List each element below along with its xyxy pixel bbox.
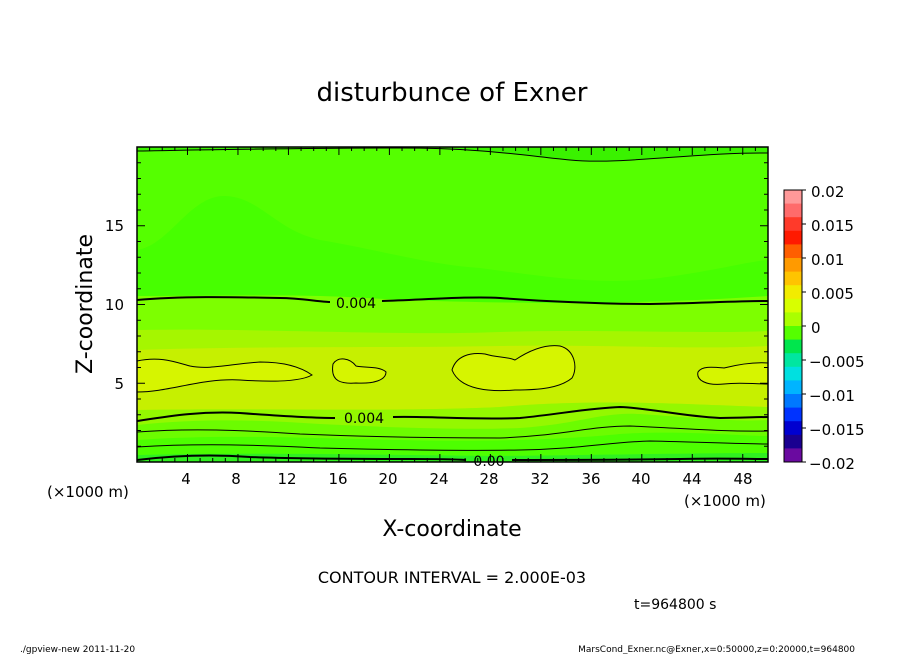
- x-tick-label: 36: [581, 470, 600, 488]
- footer-right: MarsCond_Exner.nc@Exner,x=0:50000,z=0:20…: [578, 645, 855, 654]
- colorbar-label: 0.005: [811, 285, 854, 303]
- colorbar-segment: [784, 339, 802, 354]
- colorbar-segment: [784, 421, 802, 436]
- colorbar-label: 0: [811, 319, 821, 337]
- colorbar-segment: [784, 230, 802, 245]
- blob-left: [136, 358, 313, 393]
- contour-interval-text: CONTOUR INTERVAL = 2.000E-03: [318, 568, 586, 587]
- x-tick-label: 32: [530, 470, 549, 488]
- colorbar-segment: [784, 326, 802, 341]
- contour-top: [136, 147, 769, 162]
- axis-ticks: [137, 147, 768, 462]
- colorbar-labels: 0.02 0.015 0.01 0.005 0 −0.005 −0.01 −0.…: [809, 183, 865, 473]
- colorbar-segment: [784, 203, 802, 218]
- colorbar-label: −0.02: [809, 455, 855, 473]
- colorbar-segment: [784, 217, 802, 232]
- x-tick-label: 20: [378, 470, 397, 488]
- contour-upper-0.004: [136, 296, 769, 306]
- x-tick-label: 24: [429, 470, 448, 488]
- colorbar-label: −0.015: [809, 421, 865, 439]
- blob-center: [451, 345, 576, 392]
- colorbar-label: −0.01: [809, 387, 855, 405]
- y-tick-labels: 5 10 15: [105, 217, 124, 393]
- colorbar-segment: [784, 298, 802, 313]
- plot-area: 0.004 0.004 0.00: [136, 146, 769, 470]
- x-tick-label: 48: [733, 470, 752, 488]
- contour-label-lower: 0.004: [344, 411, 384, 427]
- colorbar-segment: [784, 448, 802, 463]
- time-text: t=964800 s: [634, 597, 716, 613]
- y-axis-title: Z-coordinate: [73, 234, 98, 374]
- colorbar-segment: [784, 312, 802, 327]
- x-tick-label: 40: [631, 470, 650, 488]
- x-tick-label: 28: [479, 470, 498, 488]
- x-unit-label: (×1000 m): [684, 492, 766, 510]
- x-tick-label: 8: [231, 470, 241, 488]
- x-tick-label: 4: [181, 470, 191, 488]
- colorbar-segment: [784, 407, 802, 422]
- colorbar-segment: [784, 244, 802, 259]
- x-tick-label: 16: [328, 470, 347, 488]
- band-top: [137, 147, 768, 162]
- colorbar: [783, 189, 806, 463]
- colorbar-segment: [784, 394, 802, 409]
- x-axis-title: X-coordinate: [382, 517, 521, 542]
- colorbar-segment: [784, 285, 802, 300]
- colorbar-segment: [784, 366, 802, 381]
- band-yellow-green: [137, 345, 768, 410]
- contour-lower-0.004: [136, 405, 769, 422]
- colorbar-label: 0.02: [811, 183, 844, 201]
- colorbar-segment: [784, 434, 802, 449]
- contour-thin-2: [136, 440, 769, 451]
- y-tick-label: 10: [105, 296, 124, 314]
- contour-thin-1: [136, 425, 769, 439]
- y-unit-label: (×1000 m): [47, 483, 129, 501]
- x-tick-label: 12: [277, 470, 296, 488]
- x-tick-label: 44: [682, 470, 701, 488]
- colorbar-label: −0.005: [809, 353, 865, 371]
- colorbar-segment: [784, 271, 802, 286]
- y-tick-label: 5: [114, 375, 124, 393]
- x-tick-labels: 4 8 12 16 20 24 28 32 36 40 44 48: [181, 470, 752, 488]
- footer-left: ./gpview-new 2011-11-20: [20, 645, 135, 654]
- y-tick-label: 15: [105, 217, 124, 235]
- colorbar-segment: [784, 353, 802, 368]
- blob-mid-left: [332, 358, 387, 384]
- colorbar-segment: [784, 258, 802, 273]
- contour-label-upper: 0.004: [336, 296, 376, 312]
- colorbar-segment: [784, 190, 802, 205]
- chart-title: disturbunce of Exner: [317, 78, 588, 108]
- colorbar-segment: [784, 380, 802, 395]
- colorbar-label: 0.015: [811, 217, 854, 235]
- colorbar-label: 0.01: [811, 251, 844, 269]
